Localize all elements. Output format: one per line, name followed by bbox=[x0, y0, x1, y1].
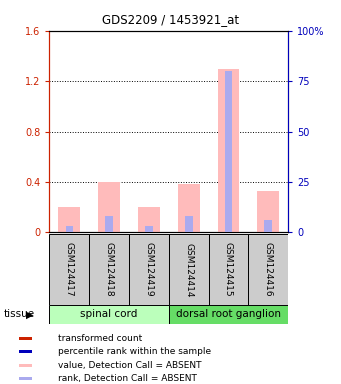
Bar bbox=[65, 226, 73, 232]
Bar bbox=[257, 191, 279, 232]
Text: dorsal root ganglion: dorsal root ganglion bbox=[176, 310, 281, 319]
Bar bbox=[19, 364, 32, 367]
Text: transformed count: transformed count bbox=[58, 334, 142, 343]
Bar bbox=[225, 71, 232, 232]
Text: value, Detection Call = ABSENT: value, Detection Call = ABSENT bbox=[58, 361, 202, 369]
Bar bbox=[185, 216, 193, 232]
Bar bbox=[19, 350, 32, 353]
Bar bbox=[49, 234, 89, 305]
Bar bbox=[178, 184, 199, 232]
Bar bbox=[248, 234, 288, 305]
Bar bbox=[19, 377, 32, 380]
Text: GDS2209 / 1453921_at: GDS2209 / 1453921_at bbox=[102, 13, 239, 26]
Bar bbox=[145, 226, 153, 232]
Text: GSM124417: GSM124417 bbox=[65, 242, 74, 297]
Text: tissue: tissue bbox=[3, 310, 34, 319]
Bar bbox=[138, 207, 160, 232]
Text: GSM124414: GSM124414 bbox=[184, 243, 193, 297]
Text: spinal cord: spinal cord bbox=[80, 310, 138, 319]
Bar bbox=[49, 305, 169, 324]
Bar bbox=[264, 220, 272, 232]
Bar bbox=[19, 337, 32, 340]
Text: ▶: ▶ bbox=[26, 310, 33, 319]
Bar bbox=[129, 234, 169, 305]
Text: GSM124418: GSM124418 bbox=[105, 242, 114, 297]
Bar bbox=[98, 182, 120, 232]
Bar bbox=[169, 305, 288, 324]
Text: GSM124416: GSM124416 bbox=[264, 242, 273, 297]
Bar bbox=[209, 234, 248, 305]
Bar bbox=[169, 234, 209, 305]
Bar bbox=[105, 216, 113, 232]
Bar bbox=[58, 207, 80, 232]
Text: GSM124419: GSM124419 bbox=[144, 242, 153, 297]
Text: GSM124415: GSM124415 bbox=[224, 242, 233, 297]
Bar bbox=[89, 234, 129, 305]
Text: rank, Detection Call = ABSENT: rank, Detection Call = ABSENT bbox=[58, 374, 197, 383]
Bar bbox=[218, 68, 239, 232]
Text: percentile rank within the sample: percentile rank within the sample bbox=[58, 347, 211, 356]
